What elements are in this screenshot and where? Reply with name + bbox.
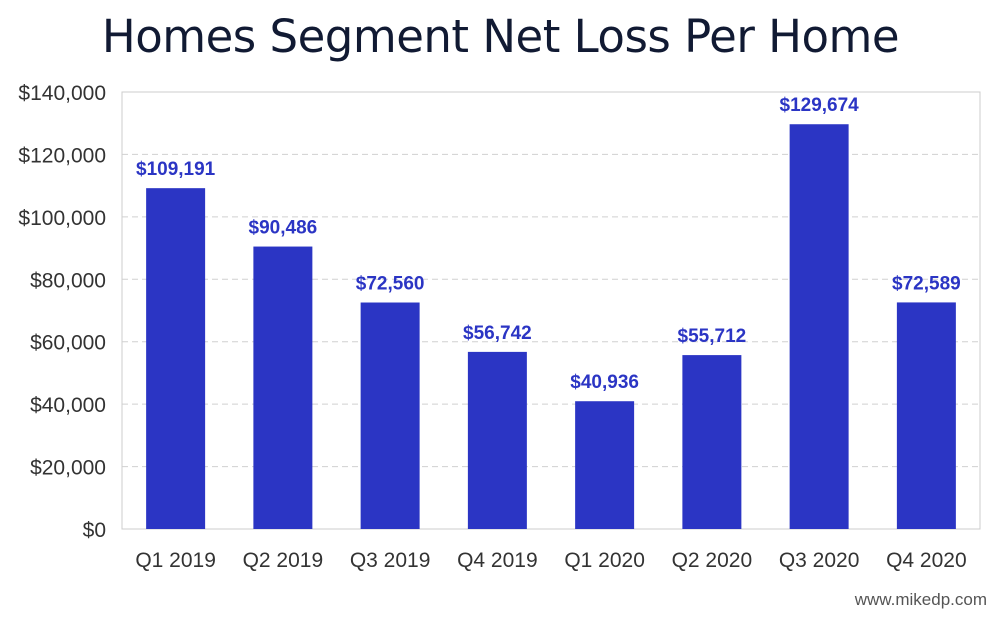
bar bbox=[253, 246, 313, 529]
data-label: $40,936 bbox=[570, 372, 639, 393]
x-tick-label: Q3 2020 bbox=[779, 549, 860, 572]
x-tick-label: Q1 2019 bbox=[135, 549, 216, 572]
watermark: www.mikedp.com bbox=[854, 590, 987, 609]
chart-title: Homes Segment Net Loss Per Home bbox=[101, 10, 900, 63]
bar bbox=[789, 124, 849, 529]
x-tick-label: Q1 2020 bbox=[564, 549, 645, 572]
x-tick-label: Q3 2019 bbox=[350, 549, 431, 572]
data-label: $72,560 bbox=[356, 274, 425, 295]
y-tick-label: $80,000 bbox=[30, 269, 106, 292]
y-tick-label: $60,000 bbox=[30, 332, 106, 355]
y-tick-label: $140,000 bbox=[18, 82, 106, 105]
x-tick-label: Q4 2020 bbox=[886, 549, 967, 572]
data-label: $109,191 bbox=[136, 159, 216, 180]
plot-area bbox=[121, 91, 981, 530]
y-tick-label: $100,000 bbox=[18, 207, 106, 230]
data-label: $72,589 bbox=[892, 273, 961, 294]
bar bbox=[360, 302, 420, 529]
x-tick-label: Q2 2020 bbox=[672, 549, 753, 572]
y-tick-label: $120,000 bbox=[18, 144, 106, 167]
x-tick-label: Q4 2019 bbox=[457, 549, 538, 572]
data-label: $55,712 bbox=[678, 326, 747, 347]
bar bbox=[575, 401, 635, 529]
data-label: $129,674 bbox=[780, 95, 860, 116]
data-label: $56,742 bbox=[463, 323, 532, 344]
y-tick-label: $40,000 bbox=[30, 394, 106, 417]
y-tick-label: $20,000 bbox=[30, 457, 106, 480]
bar bbox=[682, 355, 742, 529]
bar bbox=[896, 302, 956, 529]
data-label: $90,486 bbox=[249, 218, 318, 239]
bar bbox=[467, 351, 527, 529]
bar bbox=[146, 188, 206, 529]
x-tick-label: Q2 2019 bbox=[243, 549, 324, 572]
y-tick-label: $0 bbox=[83, 519, 106, 542]
